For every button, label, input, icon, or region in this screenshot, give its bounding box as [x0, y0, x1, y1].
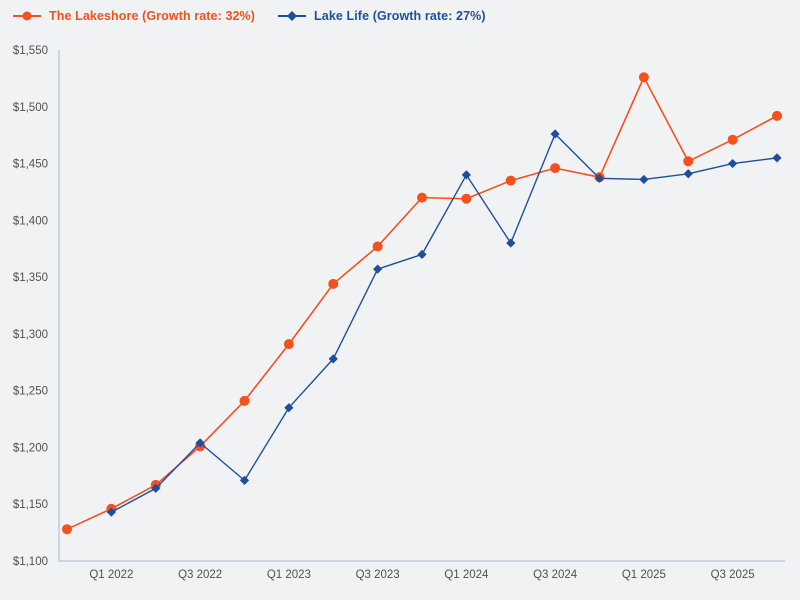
data-point-the-lakeshore — [505, 175, 516, 186]
data-point-lake-life — [506, 238, 516, 248]
data-point-the-lakeshore — [683, 156, 694, 167]
data-point-lake-life — [417, 249, 427, 259]
data-point-lake-life — [239, 475, 250, 485]
data-point-lake-life — [373, 264, 383, 274]
data-point-lake-life — [683, 169, 693, 179]
y-axis-tick-label: $1,450 — [13, 159, 48, 171]
y-axis-tick-label: $1,550 — [13, 45, 48, 57]
data-point-the-lakeshore — [372, 241, 383, 252]
data-point-lake-life — [550, 129, 560, 139]
data-point-the-lakeshore — [772, 110, 782, 121]
x-axis-tick-label: Q1 2025 — [622, 569, 666, 581]
data-point-lake-life — [106, 507, 116, 517]
y-axis-tick-label: $1,150 — [13, 499, 48, 511]
y-axis-tick-label: $1,350 — [13, 272, 48, 284]
data-point-lake-life — [728, 158, 738, 169]
line-diamond-marker-icon — [278, 11, 307, 21]
data-point-the-lakeshore — [638, 72, 649, 83]
y-axis-tick-label: $1,250 — [13, 386, 48, 398]
data-point-the-lakeshore — [461, 193, 472, 204]
series-line-the-lakeshore — [66, 76, 778, 530]
data-point-lake-life — [151, 483, 161, 493]
data-point-lake-life — [594, 173, 605, 183]
line-circle-marker-icon — [13, 11, 41, 21]
data-point-the-lakeshore — [62, 524, 72, 535]
series-line-lake-life — [111, 133, 778, 513]
data-point-the-lakeshore — [239, 395, 250, 406]
data-point-the-lakeshore — [727, 134, 738, 145]
x-axis-tick-label: Q3 2025 — [711, 569, 755, 581]
x-axis-tick-label: Q1 2022 — [89, 569, 133, 581]
data-point-lake-life — [461, 170, 471, 180]
y-axis-tick-label: $1,200 — [13, 442, 48, 454]
x-axis-tick-label: Q3 2024 — [533, 569, 578, 581]
chart-legend: The Lakeshore (Growth rate: 32%) Lake Li… — [12, 9, 486, 23]
y-axis-tick-label: $1,400 — [13, 215, 48, 227]
x-axis-tick-label: Q3 2022 — [178, 569, 222, 581]
data-point-lake-life — [328, 354, 338, 364]
axis-lines — [58, 50, 785, 562]
x-axis-tick-label: Q1 2024 — [444, 569, 489, 581]
data-point-the-lakeshore — [283, 339, 294, 350]
legend-item-the-lakeshore[interactable]: The Lakeshore (Growth rate: 32%) — [12, 9, 255, 23]
legend-item-lake-life[interactable]: Lake Life (Growth rate: 27%) — [277, 9, 486, 23]
y-axis-tick-label: $1,100 — [13, 556, 48, 568]
legend-label-the-lakeshore: The Lakeshore (Growth rate: 32%) — [49, 9, 256, 23]
y-axis-tick-label: $1,300 — [13, 329, 48, 341]
data-point-lake-life — [639, 174, 649, 185]
data-point-lake-life — [772, 153, 782, 163]
data-point-the-lakeshore — [328, 278, 339, 289]
x-axis-tick-label: Q1 2023 — [267, 569, 311, 581]
y-axis-tick-label: $1,500 — [13, 102, 48, 114]
data-point-lake-life — [195, 438, 205, 448]
legend-label-lake-life: Lake Life (Growth rate: 27%) — [314, 9, 486, 23]
data-point-the-lakeshore — [417, 192, 427, 203]
data-point-the-lakeshore — [550, 163, 561, 174]
data-point-lake-life — [284, 403, 294, 413]
x-axis-tick-label: Q3 2023 — [356, 569, 400, 581]
